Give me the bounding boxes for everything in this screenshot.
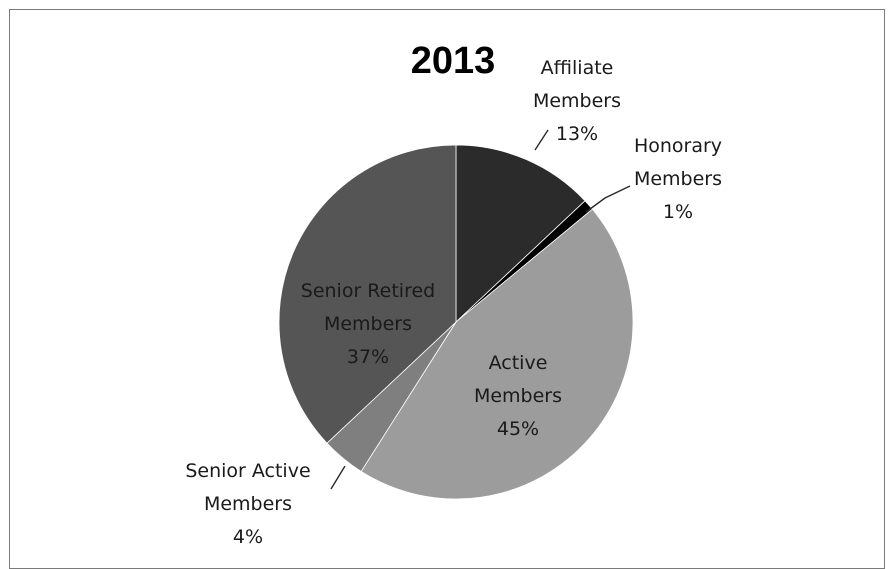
slice-label-line: 45% xyxy=(497,418,539,440)
slice-label-line: Active xyxy=(489,352,548,374)
pie-slice-4 xyxy=(278,144,457,444)
slice-label-line: Senior Active xyxy=(185,460,310,482)
slice-label-line: Members xyxy=(533,90,621,112)
pie-slice-2 xyxy=(360,208,634,500)
leader-line-3 xyxy=(330,465,346,490)
leader-line-1 xyxy=(585,185,631,213)
slice-label-4: Senior Retired Members 37% xyxy=(301,280,435,368)
slice-labels: Affiliate Members 13% Honorary Members 1% Acti… xyxy=(185,57,722,548)
slice-label-3: Senior Active Members 4% xyxy=(185,460,310,548)
slice-label-line: Members xyxy=(474,385,562,407)
slice-label-line: 13% xyxy=(556,123,598,145)
slice-label-line: 4% xyxy=(233,526,263,548)
slice-label-line: Members xyxy=(634,168,722,190)
pie-chart: 2013 Affiliate Members 13% Honorary Members 1… xyxy=(185,40,722,548)
leader-line-0 xyxy=(534,129,549,151)
slice-label-line: Honorary xyxy=(634,135,722,157)
slice-label-line: Members xyxy=(324,313,412,335)
chart-title: 2013 xyxy=(411,40,496,82)
label-leader-lines xyxy=(330,129,631,490)
pie-slices xyxy=(278,144,634,500)
slice-label-line: Affiliate xyxy=(541,57,614,79)
slice-label-line: Senior Retired xyxy=(301,280,435,302)
slice-label-line: 37% xyxy=(347,346,389,368)
slice-label-1: Honorary Members 1% xyxy=(634,135,722,223)
slice-label-line: 1% xyxy=(663,201,693,223)
pie-slice-0 xyxy=(455,144,586,323)
slice-label-0: Affiliate Members 13% xyxy=(533,57,621,145)
slice-label-2: Active Members 45% xyxy=(474,352,562,440)
slice-label-line: Members xyxy=(204,493,292,515)
